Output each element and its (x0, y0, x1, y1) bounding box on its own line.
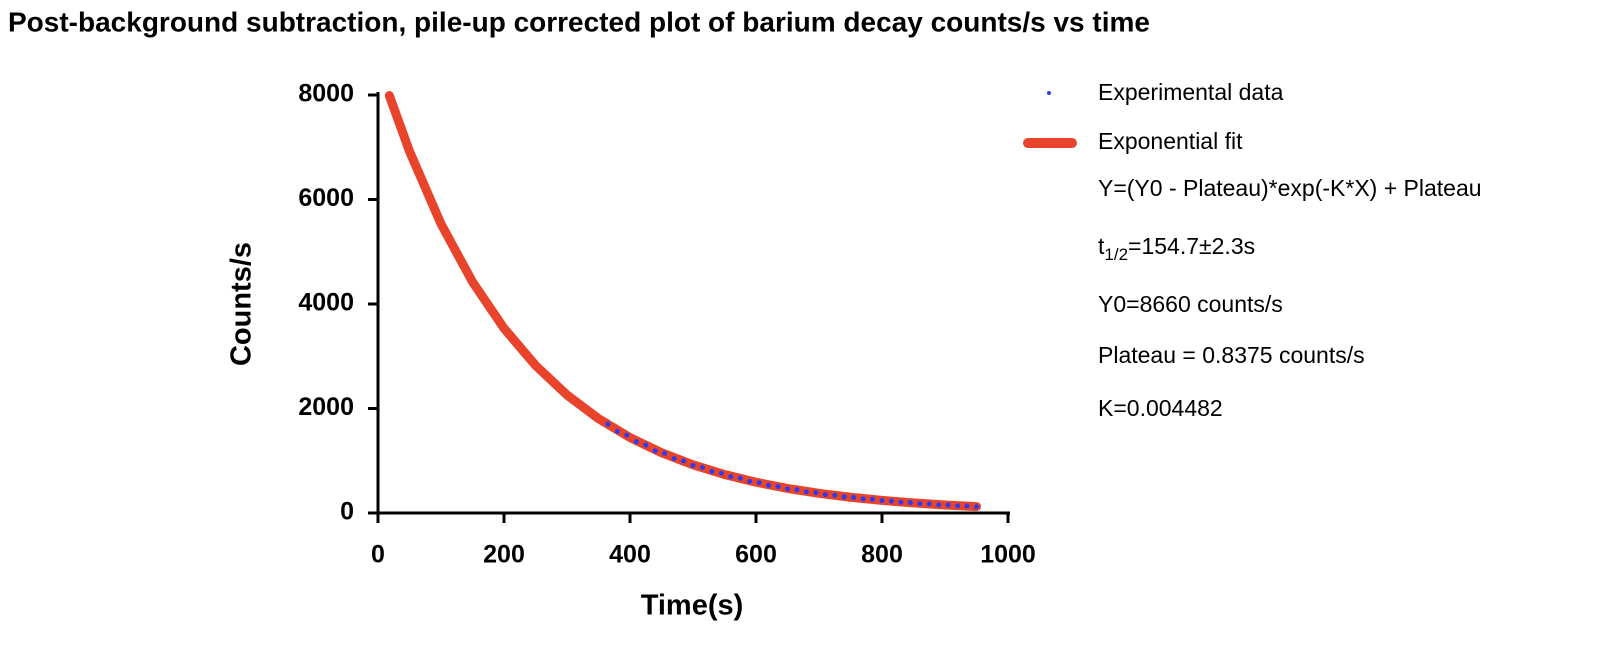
equation: Y=(Y0 - Plateau)*exp(-K*X) + Plateau (1098, 175, 1482, 201)
half-life: t1/2=154.7±2.3s (1098, 233, 1255, 264)
y-tick-label: 2000 (298, 393, 354, 421)
data-point (888, 498, 894, 504)
data-point (671, 456, 677, 462)
half-life-symbol: t (1098, 233, 1105, 259)
data-point (747, 478, 753, 484)
data-point (974, 504, 979, 510)
data-point (709, 468, 715, 474)
legend-marker (1047, 91, 1051, 95)
data-point (898, 499, 904, 505)
data-point (728, 474, 734, 480)
legend: Experimental data Exponential fit (1023, 79, 1284, 154)
data-point (737, 475, 743, 481)
y-axis-title: Counts/s (226, 242, 258, 366)
data-point (718, 470, 724, 476)
data-point (936, 502, 942, 508)
chart-title: Post-background subtraction, pile-up cor… (8, 6, 1150, 37)
x-tick-label: 1000 (980, 541, 1036, 569)
data-point (841, 494, 847, 500)
x-tick-label: 800 (861, 541, 903, 569)
data-point (785, 486, 790, 492)
data-point (681, 458, 687, 464)
x-tick-label: 400 (609, 541, 651, 569)
data-point (964, 503, 970, 509)
y-tick-label: 4000 (298, 289, 354, 317)
data-point (926, 501, 932, 507)
legend-label: Exponential fit (1098, 128, 1243, 154)
data-point (955, 503, 961, 509)
data-point (756, 480, 762, 486)
plateau-value: Plateau = 0.8375 counts/s (1098, 342, 1365, 368)
x-tick-label: 200 (483, 541, 525, 569)
x-axis-title: Time(s) (641, 590, 744, 622)
y-tick-label: 6000 (298, 184, 354, 212)
data-point (917, 501, 923, 507)
data-point (624, 432, 630, 438)
legend-label: Experimental data (1098, 79, 1284, 105)
data-point (879, 498, 885, 504)
y-tick-label: 0 (340, 498, 354, 526)
data-point (605, 421, 611, 427)
data-point (832, 492, 838, 498)
fit-line (384, 91, 981, 512)
data-point (699, 465, 705, 471)
x-tick-label: 600 (735, 541, 777, 569)
data-point (690, 462, 696, 468)
data-point (775, 483, 781, 489)
data-point (633, 439, 639, 445)
data-point (766, 482, 772, 488)
x-tick-label: 0 (371, 541, 385, 569)
data-point (803, 489, 809, 495)
data-point (907, 500, 913, 506)
half-life-subscript: 1/2 (1104, 245, 1128, 264)
data-point (813, 490, 819, 496)
data-point (822, 492, 828, 498)
y0-value: Y0=8660 counts/s (1098, 291, 1283, 317)
data-point (662, 450, 668, 456)
data-point (851, 494, 857, 500)
data-point (794, 487, 800, 493)
k-value: K=0.004482 (1098, 395, 1223, 421)
data-point (643, 442, 649, 448)
data-point (945, 502, 951, 508)
data-point (870, 496, 876, 502)
y-tick-label: 8000 (298, 80, 354, 108)
data-point (614, 428, 620, 434)
data-point (860, 496, 866, 502)
data-point (652, 448, 658, 454)
half-life-value: =154.7±2.3s (1128, 233, 1255, 259)
